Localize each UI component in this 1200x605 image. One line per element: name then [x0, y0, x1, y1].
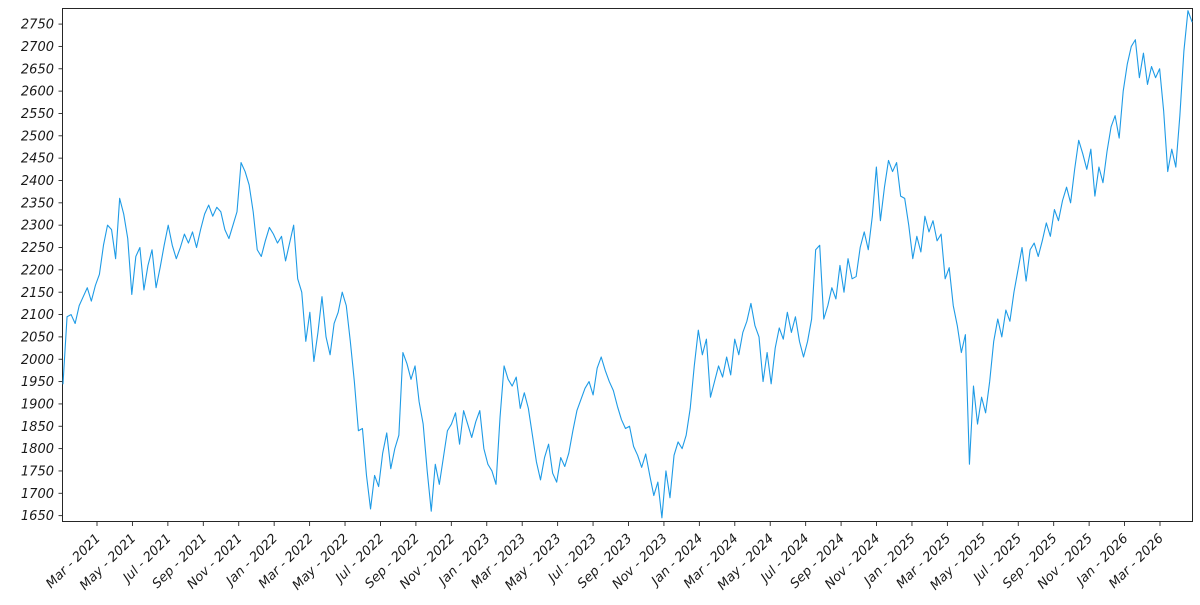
y-tick-label: 2000 — [21, 353, 54, 368]
y-tick-label: 2150 — [21, 286, 54, 301]
price-line-series — [62, 10, 1193, 519]
y-tick-label: 1750 — [21, 465, 54, 480]
y-tick-label: 1900 — [21, 397, 54, 412]
y-tick-label: 2700 — [21, 40, 54, 55]
y-tick-label: 2050 — [21, 330, 54, 345]
y-tick-label: 2100 — [21, 308, 54, 323]
y-tick-label: 2650 — [21, 62, 54, 77]
y-tick-label: 2550 — [21, 107, 54, 122]
y-tick-label: 2750 — [21, 18, 54, 33]
y-tick-label: 1850 — [21, 420, 54, 435]
y-tick-label: 1650 — [21, 509, 54, 524]
y-tick-label: 1700 — [21, 487, 54, 502]
y-tick-label: 2350 — [21, 196, 54, 211]
y-tick-label: 2200 — [21, 263, 54, 278]
y-tick-label: 2600 — [21, 85, 54, 100]
y-tick-label: 2250 — [21, 241, 54, 256]
y-tick-label: 2450 — [21, 152, 54, 167]
y-axis: 2750 2700 2650 2600 2550 2500 2450 2400 2350 2300… — [21, 18, 63, 524]
y-tick-label: 2500 — [21, 129, 54, 144]
y-tick-label: 2300 — [21, 219, 54, 234]
plot-area — [62, 8, 1193, 522]
y-tick-label: 1950 — [21, 375, 54, 390]
y-tick-label: 1800 — [21, 442, 54, 457]
y-tick-label: 2400 — [21, 174, 54, 189]
